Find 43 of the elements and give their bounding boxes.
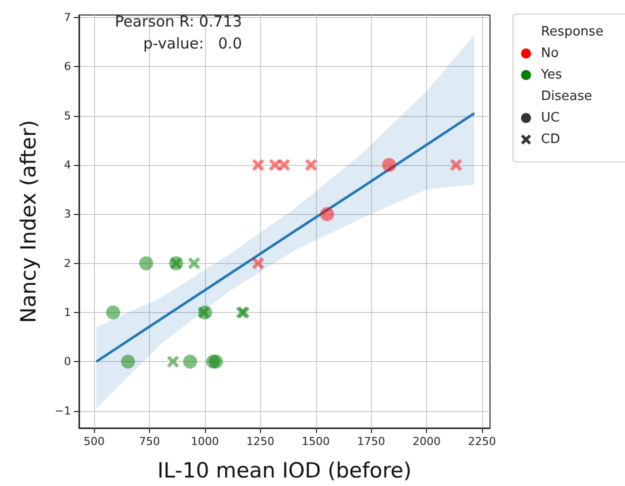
x-axis-title: IL-10 mean IOD (before) <box>157 458 412 482</box>
y-tick-label: 1 <box>64 306 71 319</box>
legend-label: No <box>541 46 559 61</box>
x-tick-label: 2250 <box>468 435 496 448</box>
y-tick-label: 3 <box>64 208 71 221</box>
legend-label: CD <box>541 132 560 147</box>
point <box>183 354 198 369</box>
text: Response <box>541 24 604 40</box>
x-tick-label: 500 <box>84 435 105 448</box>
point <box>305 158 318 171</box>
y-tick-label: 6 <box>64 60 71 74</box>
point <box>198 306 210 318</box>
x-tick-label: 1250 <box>246 435 274 448</box>
y-axis-title: Nancy Index (after) <box>16 120 40 324</box>
point <box>106 305 120 320</box>
x-tick-label: 1000 <box>190 435 219 448</box>
point <box>121 354 135 369</box>
annotation: p-value: 0.0 <box>143 34 242 52</box>
text: Disease <box>541 89 592 104</box>
line-series <box>95 112 476 363</box>
point <box>209 354 223 369</box>
point <box>139 256 154 270</box>
point <box>278 158 290 171</box>
legend-label: Yes <box>540 68 562 82</box>
x-tick-label: 1500 <box>302 435 330 448</box>
y-tick-label: 4 <box>64 158 71 172</box>
point <box>252 257 264 270</box>
y-tick-label: 7 <box>64 10 71 24</box>
x-tick-label: 2000 <box>412 435 441 448</box>
point <box>450 158 462 171</box>
point <box>382 158 396 172</box>
point <box>166 356 179 368</box>
y-tick-label: −1 <box>54 404 71 418</box>
x-tick-label: 750 <box>138 435 160 448</box>
y-tick-label: 2 <box>64 256 71 270</box>
x-tick-label: 1750 <box>357 435 386 448</box>
point <box>252 158 264 171</box>
y-tick-label: 0 <box>64 355 71 368</box>
legend-label: UC <box>541 110 560 126</box>
point <box>320 207 334 222</box>
y-tick-label: 5 <box>64 109 71 122</box>
point <box>188 257 200 270</box>
annotation: Pearson R: 0.713 <box>114 12 242 30</box>
